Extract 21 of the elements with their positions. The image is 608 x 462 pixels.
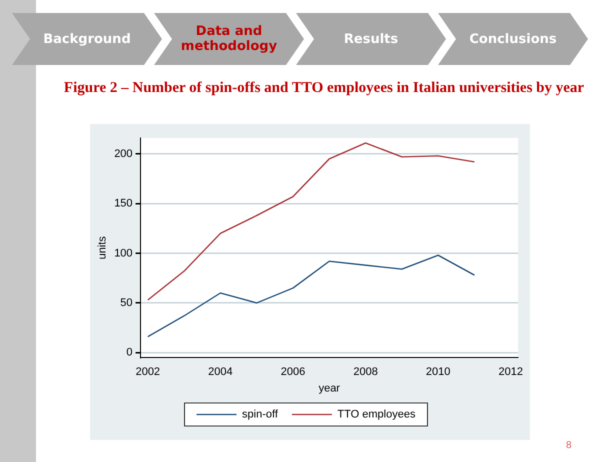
text: 8 xyxy=(566,440,572,451)
x-tick-label: 2012 xyxy=(498,366,523,378)
chart-title: Figure 2 – Number of spin-offs and TTO employees in Italian universities by year xyxy=(62,80,586,97)
legend-label: spin-off xyxy=(242,408,279,421)
x-tick-label: 2008 xyxy=(353,366,378,378)
legend-label: TTO employees xyxy=(337,408,416,421)
x-axis-title: year xyxy=(318,382,340,394)
y-tick-label: 50 xyxy=(120,296,133,309)
text: Background xyxy=(42,30,132,48)
x-tick-label: 2004 xyxy=(208,366,233,378)
x-tick-label: 2006 xyxy=(280,366,306,378)
y-tick-label: 100 xyxy=(114,247,133,260)
x-tick-label: 2002 xyxy=(136,366,160,378)
y-tick-label: 200 xyxy=(114,148,133,160)
y-tick-label: 0 xyxy=(126,346,133,359)
text: Data and methodology xyxy=(180,23,278,56)
y-axis-title: units xyxy=(96,236,109,260)
y-tick-label: 150 xyxy=(114,198,133,210)
x-tick-label: 2010 xyxy=(426,366,450,378)
text: Results xyxy=(342,30,400,48)
text: Conclusions xyxy=(468,30,558,48)
